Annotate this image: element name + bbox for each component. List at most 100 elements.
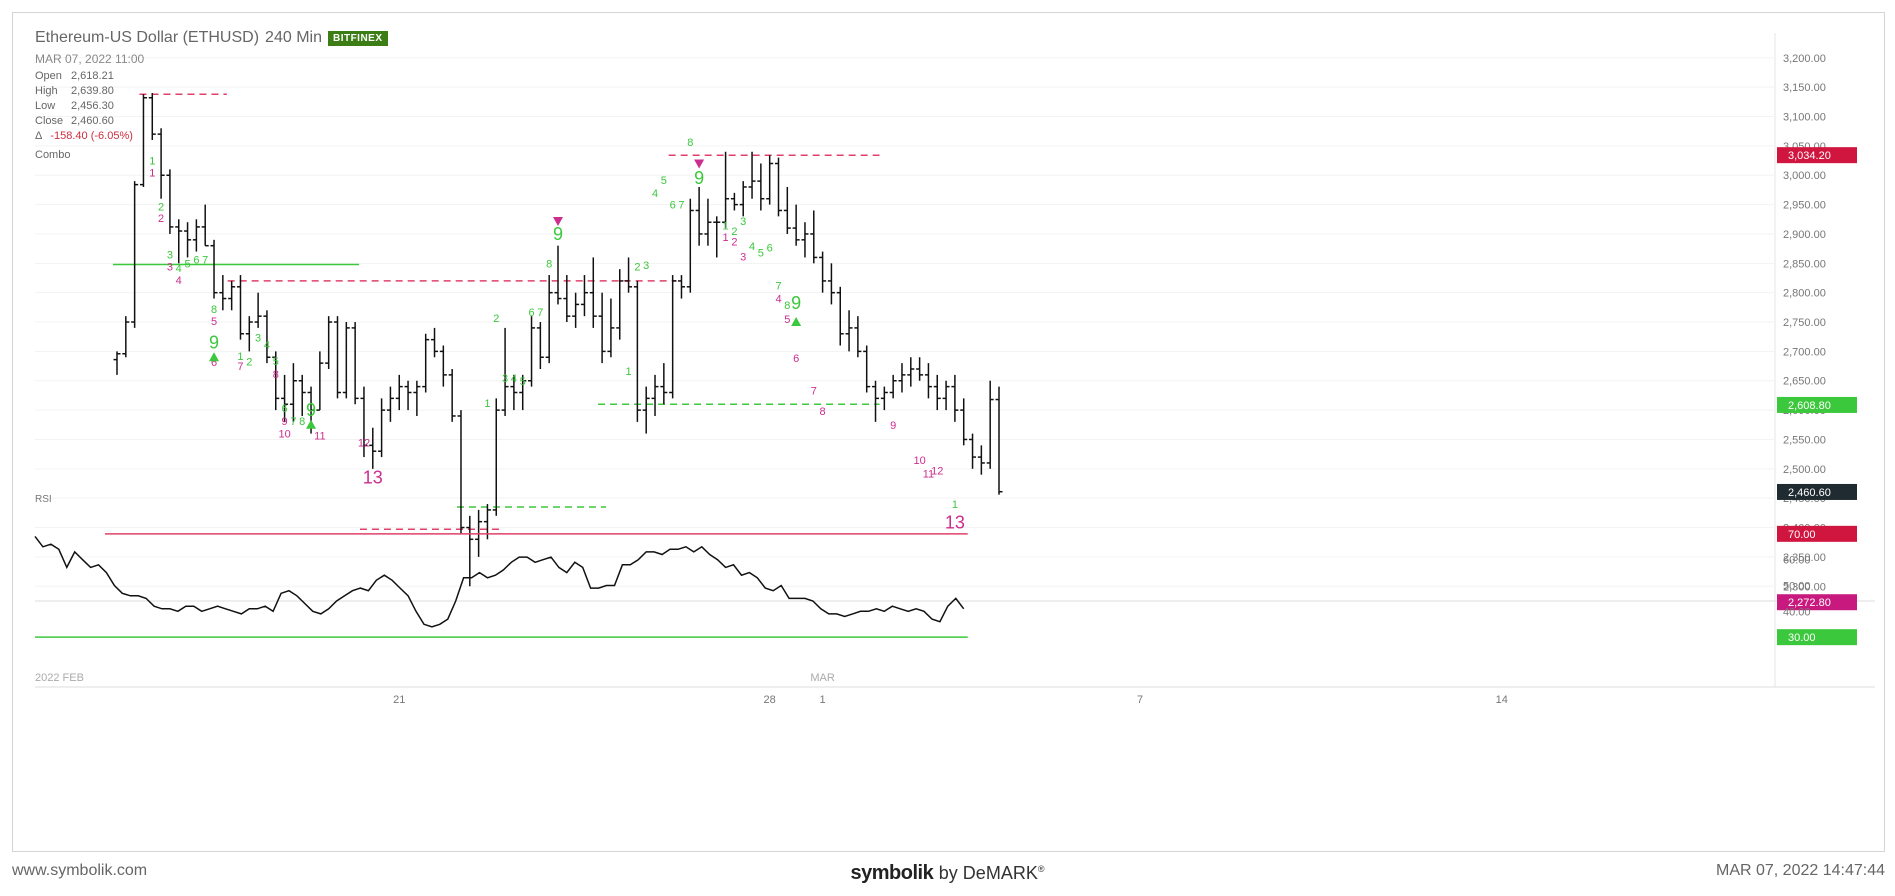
setup-count-label: 2 xyxy=(246,356,252,368)
price-tick-label: 3,200.00 xyxy=(1783,53,1826,65)
setup-count-label: 7 xyxy=(537,307,543,319)
rsi-tick-label: 40.00 xyxy=(1783,606,1811,618)
setup-count-label: 8 xyxy=(820,406,826,418)
ohlc-bar xyxy=(960,398,968,446)
setup-count-label: 5 xyxy=(184,258,190,270)
setup-count-label: 6 xyxy=(193,254,199,266)
footer-brand: symbolik by DeMARK® xyxy=(0,862,1895,885)
ohlc-bar xyxy=(431,327,439,358)
ohlc-bar xyxy=(792,204,800,246)
ohlc-bar xyxy=(536,322,544,370)
setup-count-label: 1 xyxy=(952,499,958,511)
ohlc-bar xyxy=(122,316,130,358)
setup-count-label: 4 xyxy=(511,373,517,385)
ohlc-bar xyxy=(775,157,782,217)
ohlc-bar xyxy=(677,275,685,299)
price-tag xyxy=(1777,147,1857,164)
setup-count-label: 9 xyxy=(209,332,219,352)
ohlc-bar xyxy=(184,222,192,258)
setup-count-label: 2 xyxy=(634,261,640,273)
ohlc-readout: Open 2,618.21 High 2,639.80 Low 2,456.30 Close… xyxy=(35,69,388,129)
ohlc-bar xyxy=(457,410,465,534)
ohlc-bar xyxy=(131,181,139,328)
setup-count-label: 7 xyxy=(202,254,208,266)
ohlc-row: Open 2,618.21 xyxy=(35,69,388,84)
rsi-tick-label: 60.00 xyxy=(1783,555,1811,567)
ohlc-row: High 2,639.80 xyxy=(35,84,388,99)
setup-count-label: 2 xyxy=(493,313,499,325)
ohlc-bar xyxy=(219,275,227,311)
setup-count-label: 1 xyxy=(237,351,243,363)
price-tick-label: 2,350.00 xyxy=(1783,552,1826,564)
ohlc-bar xyxy=(704,198,712,246)
setup-count-label: 5 xyxy=(758,247,764,259)
setup-count-label: 6 xyxy=(211,357,217,369)
setup-count-label: 8 xyxy=(211,304,217,316)
ohlc-bar xyxy=(201,204,209,247)
ohlc-bar xyxy=(607,298,615,358)
price-tick-label: 2,700.00 xyxy=(1783,346,1826,358)
ohlc-bar xyxy=(951,374,959,422)
change-symbol: Δ xyxy=(35,130,43,142)
price-tick-label: 2,850.00 xyxy=(1783,258,1826,270)
setup-count-label: 9 xyxy=(791,293,801,313)
price-tick-label: 2,800.00 xyxy=(1783,288,1826,300)
setup-count-label: 4 xyxy=(652,188,658,200)
ohlc-bar xyxy=(254,292,262,328)
ohlc-bar xyxy=(263,310,271,364)
rsi-label: RSI xyxy=(35,494,52,505)
ohlc-bar xyxy=(166,169,174,234)
ohlc-bar xyxy=(766,155,774,205)
ohlc-bar xyxy=(439,345,447,387)
setup-count-label: 7 xyxy=(678,200,684,212)
setup-count-label: 9 xyxy=(282,416,288,428)
price-tick-label: 2,900.00 xyxy=(1783,229,1826,241)
month-label: MAR xyxy=(810,672,835,684)
setup-count-label: 13 xyxy=(363,468,383,488)
setup-count-label: 11 xyxy=(314,430,325,442)
ohlc-bar xyxy=(554,245,562,305)
ohlc-bar xyxy=(228,280,236,311)
setup-count-label: 9 xyxy=(694,168,704,188)
ohlc-bar xyxy=(819,251,827,293)
ohlc-bar xyxy=(157,128,165,199)
setup-count-label: 7 xyxy=(290,416,296,428)
ohlc-bar xyxy=(924,363,932,399)
setup-count-label: 2 xyxy=(158,201,164,213)
price-tick-label: 2,550.00 xyxy=(1783,434,1826,446)
setup-count-label: 8 xyxy=(687,137,693,149)
footer-url[interactable]: www.symbolik.com xyxy=(12,862,148,879)
ohlc-bar xyxy=(351,322,359,405)
setup-count-label: 2 xyxy=(158,213,164,225)
setup-count-label: 2 xyxy=(731,226,737,238)
setup-count-label: 7 xyxy=(775,281,781,293)
setup-count-label: 11 xyxy=(923,469,934,481)
ohlc-bar xyxy=(519,374,527,411)
instrument-title: Ethereum-US Dollar (ETHUSD) xyxy=(35,29,260,46)
price-tick-label: 2,950.00 xyxy=(1783,200,1826,212)
setup-count-label: 9 xyxy=(890,420,896,432)
setup-count-label: 4 xyxy=(176,263,182,275)
ohlc-bar xyxy=(175,219,183,264)
ohlc-bar xyxy=(942,380,950,411)
price-tag-label: 2,460.60 xyxy=(1788,487,1831,499)
ohlc-label: High xyxy=(35,85,58,97)
setup-count-label: 4 xyxy=(264,339,270,351)
interval-label: 240 Min xyxy=(265,29,322,46)
ohlc-bar xyxy=(369,427,377,469)
setup-count-label: 8 xyxy=(546,258,552,270)
ohlc-bar xyxy=(510,374,518,411)
price-tick-label: 3,150.00 xyxy=(1783,82,1826,94)
ohlc-bar xyxy=(501,327,509,416)
rsi-tag xyxy=(1777,525,1857,542)
ohlc-bar xyxy=(272,351,280,411)
setup-count-label: 13 xyxy=(945,513,965,533)
setup-count-label: 6 xyxy=(670,200,676,212)
ohlc-bar xyxy=(210,239,218,299)
ohlc-bar xyxy=(863,345,871,393)
price-tag xyxy=(1777,396,1857,413)
ohlc-bar xyxy=(378,398,386,458)
ohlc-bar xyxy=(695,186,703,246)
indicator-label: Combo xyxy=(35,149,71,161)
